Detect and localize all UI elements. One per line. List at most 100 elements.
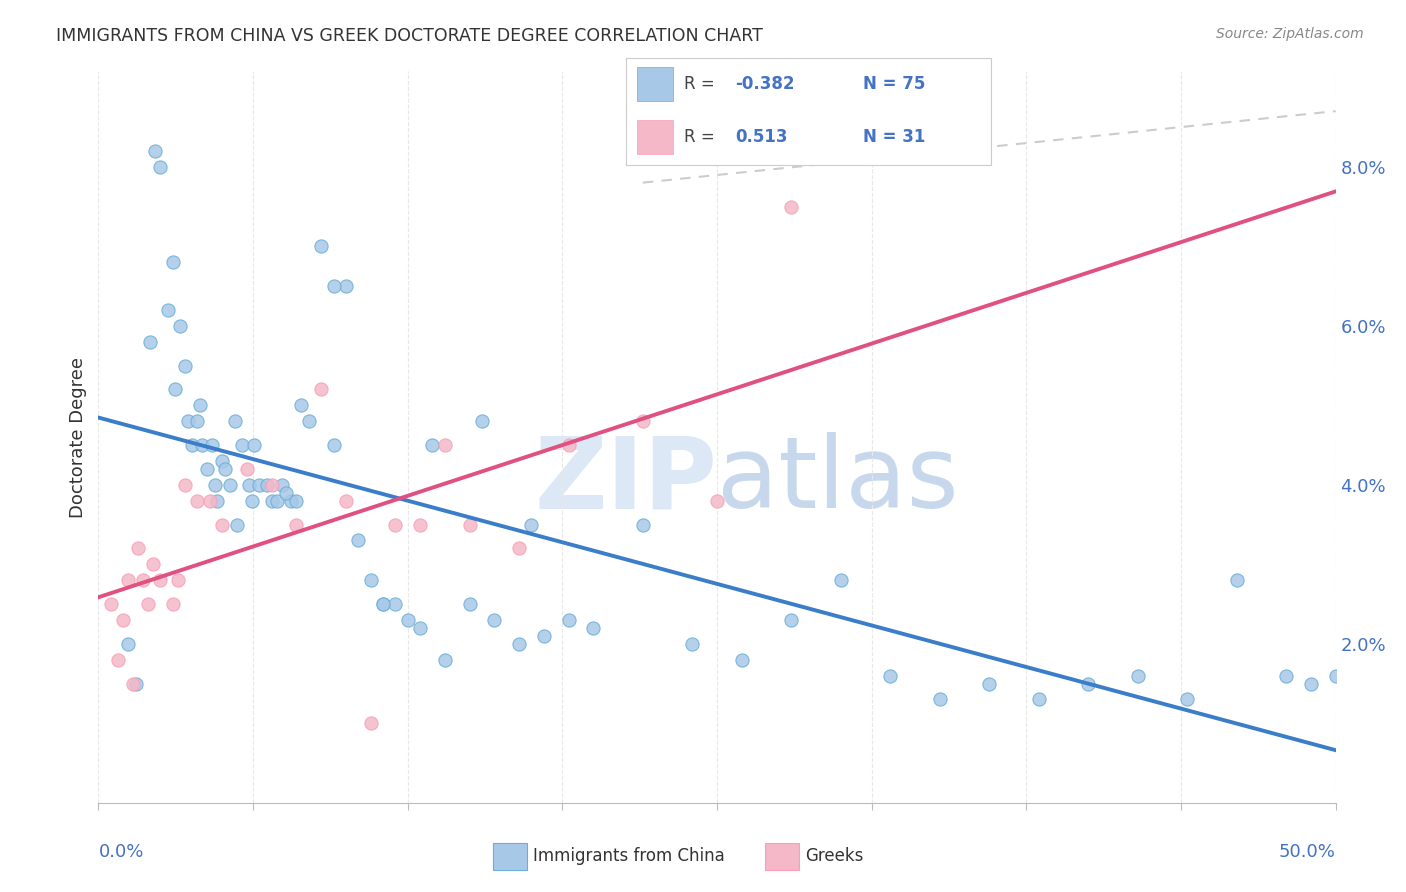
Point	[384, 517, 406, 532]
Point	[298, 414, 321, 428]
Point	[458, 517, 481, 532]
Point	[174, 477, 197, 491]
Text: N = 31: N = 31	[863, 128, 925, 146]
Point	[1126, 668, 1149, 682]
Point	[166, 573, 188, 587]
Text: Source: ZipAtlas.com: Source: ZipAtlas.com	[1216, 27, 1364, 41]
Point	[188, 398, 211, 412]
Text: ZIP: ZIP	[534, 433, 717, 530]
Point	[347, 533, 370, 548]
Point	[205, 493, 228, 508]
Point	[285, 493, 308, 508]
Point	[247, 477, 270, 491]
Point	[214, 462, 236, 476]
Point	[117, 637, 139, 651]
Point	[231, 438, 253, 452]
Text: atlas: atlas	[717, 433, 959, 530]
Point	[136, 597, 159, 611]
Point	[557, 613, 579, 627]
Point	[162, 597, 184, 611]
Point	[132, 573, 155, 587]
Point	[260, 493, 283, 508]
Point	[557, 438, 579, 452]
Point	[928, 692, 950, 706]
Point	[322, 279, 344, 293]
Point	[322, 438, 344, 452]
Point	[117, 573, 139, 587]
Point	[371, 597, 394, 611]
Point	[276, 485, 298, 500]
Text: 0.513: 0.513	[735, 128, 787, 146]
Point	[218, 477, 240, 491]
Y-axis label: Doctorate Degree: Doctorate Degree	[69, 357, 87, 517]
Point	[211, 517, 233, 532]
Point	[582, 621, 605, 635]
Point	[149, 573, 172, 587]
FancyBboxPatch shape	[765, 843, 799, 870]
Point	[508, 637, 530, 651]
Point	[169, 318, 191, 333]
Point	[508, 541, 530, 556]
Point	[124, 676, 146, 690]
Text: 0.0%: 0.0%	[98, 843, 143, 861]
Point	[780, 200, 803, 214]
Point	[139, 334, 162, 349]
Point	[1175, 692, 1198, 706]
Point	[731, 653, 754, 667]
Point	[149, 160, 172, 174]
Point	[224, 414, 246, 428]
Point	[162, 255, 184, 269]
Point	[165, 383, 187, 397]
Point	[631, 517, 654, 532]
Point	[422, 438, 444, 452]
Text: R =: R =	[685, 75, 720, 93]
Point	[309, 239, 332, 253]
Point	[533, 629, 555, 643]
Point	[100, 597, 122, 611]
Point	[384, 597, 406, 611]
Text: R =: R =	[685, 128, 720, 146]
Point	[830, 573, 852, 587]
Point	[335, 493, 357, 508]
Point	[186, 493, 208, 508]
Point	[409, 621, 432, 635]
Point	[1028, 692, 1050, 706]
Point	[409, 517, 432, 532]
Point	[186, 414, 208, 428]
Point	[979, 676, 1001, 690]
Point	[681, 637, 703, 651]
Point	[309, 383, 332, 397]
Point	[195, 462, 218, 476]
FancyBboxPatch shape	[637, 120, 673, 154]
Text: Greeks: Greeks	[806, 847, 863, 865]
Point	[780, 613, 803, 627]
Point	[176, 414, 198, 428]
Point	[127, 541, 149, 556]
Point	[520, 517, 543, 532]
Point	[198, 493, 221, 508]
Point	[1299, 676, 1322, 690]
Point	[360, 573, 382, 587]
Point	[226, 517, 249, 532]
Point	[1077, 676, 1099, 690]
Point	[458, 597, 481, 611]
Point	[174, 359, 197, 373]
Point	[433, 653, 456, 667]
Point	[371, 597, 394, 611]
Point	[706, 493, 728, 508]
Point	[270, 477, 292, 491]
Text: Immigrants from China: Immigrants from China	[533, 847, 724, 865]
Point	[256, 477, 278, 491]
Point	[879, 668, 901, 682]
FancyBboxPatch shape	[637, 67, 673, 101]
Point	[433, 438, 456, 452]
Point	[156, 302, 179, 317]
Point	[266, 493, 288, 508]
Point	[471, 414, 494, 428]
Point	[631, 414, 654, 428]
Point	[204, 477, 226, 491]
Point	[238, 477, 260, 491]
Point	[236, 462, 259, 476]
Point	[360, 716, 382, 731]
Point	[484, 613, 506, 627]
